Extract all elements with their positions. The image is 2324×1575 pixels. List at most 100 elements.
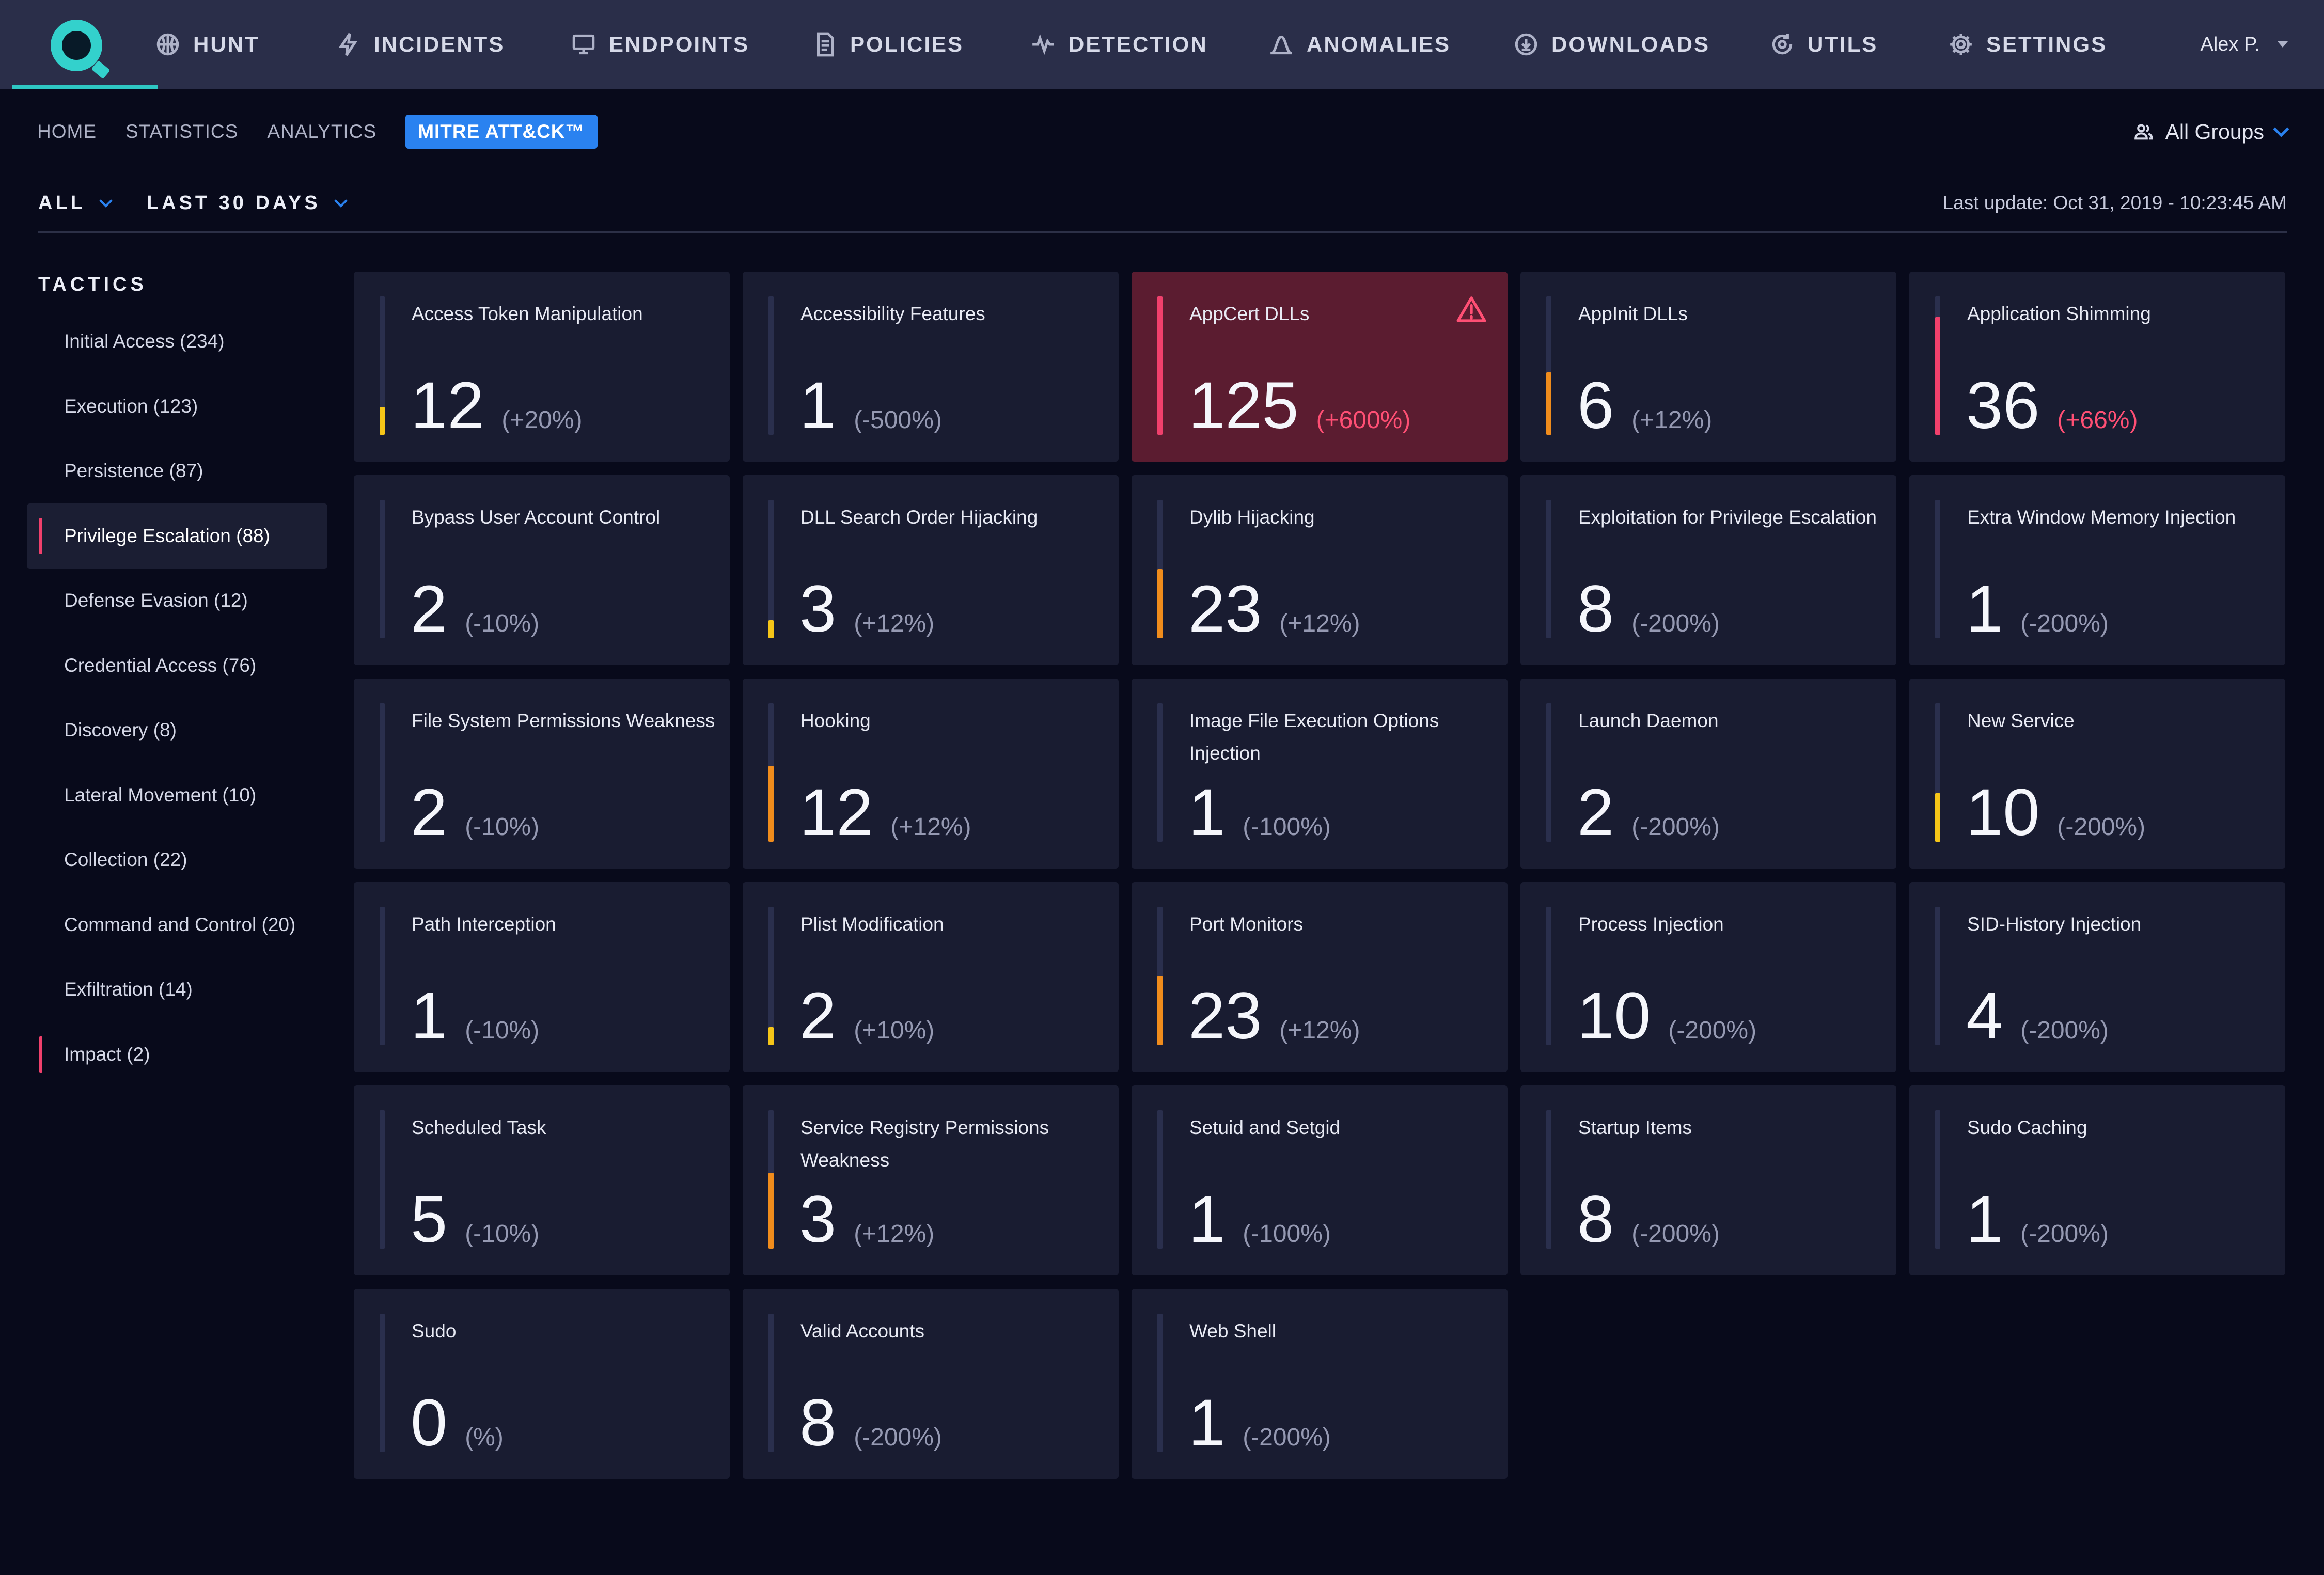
last-update: Last update: Oct 31, 2019 - 10:23:45 AM — [1942, 192, 2287, 213]
technique-card[interactable]: SID-History Injection 4 (-200%) — [1909, 882, 2285, 1072]
nav-endpoints[interactable]: ENDPOINTS — [571, 0, 749, 89]
technique-metric: 2 (-200%) — [1577, 780, 1720, 846]
technique-change: (%) — [465, 1424, 504, 1451]
nav-incidents[interactable]: INCIDENTS — [336, 0, 505, 89]
technique-card[interactable]: Extra Window Memory Injection 1 (-200%) — [1909, 475, 2285, 665]
technique-card[interactable]: Plist Modification 2 (+10%) — [743, 882, 1119, 1072]
technique-card[interactable]: Accessibility Features 1 (-500%) — [743, 272, 1119, 462]
sidebar-item-tactic[interactable]: Exfiltration (14) — [27, 957, 327, 1022]
severity-bar — [380, 500, 385, 638]
tactic-label: Collection (22) — [64, 849, 187, 870]
tactic-flag-marker — [39, 517, 42, 554]
tactic-label: Discovery (8) — [64, 719, 177, 741]
nav-policies[interactable]: POLICIES — [812, 0, 964, 89]
technique-metric: 1 (-100%) — [1188, 1187, 1331, 1253]
technique-card[interactable]: Startup Items 8 (-200%) — [1520, 1085, 1896, 1275]
scope-dropdown[interactable]: ALL — [38, 192, 113, 214]
technique-card[interactable]: Bypass User Account Control 2 (-10%) — [354, 475, 730, 665]
severity-bar — [1546, 907, 1551, 1045]
scope-label: ALL — [38, 192, 86, 214]
sidebar-item-tactic[interactable]: Persistence (87) — [27, 438, 327, 503]
app-logo[interactable] — [12, 0, 158, 89]
technique-change: (-10%) — [465, 1017, 540, 1044]
technique-title: Web Shell — [1189, 1320, 1276, 1342]
technique-card[interactable]: DLL Search Order Hijacking 3 (+12%) — [743, 475, 1119, 665]
tab-home[interactable]: HOME — [37, 121, 97, 142]
tab-mitre-attack[interactable]: MITRE ATT&CK™ — [405, 115, 598, 149]
technique-card[interactable]: Process Injection 10 (-200%) — [1520, 882, 1896, 1072]
groups-dropdown[interactable]: All Groups — [2133, 115, 2289, 149]
nav-utils[interactable]: UTILS — [1769, 0, 1878, 89]
nav-anomalies[interactable]: ANOMALIES — [1268, 0, 1451, 89]
technique-metric: 23 (+12%) — [1188, 576, 1360, 642]
nav-detection[interactable]: DETECTION — [1030, 0, 1208, 89]
severity-bar — [1935, 296, 1940, 435]
technique-count: 4 — [1966, 979, 2003, 1053]
technique-card[interactable]: Path Interception 1 (-10%) — [354, 882, 730, 1072]
nav-hunt[interactable]: HUNT — [155, 0, 260, 89]
technique-card[interactable]: Sudo Caching 1 (-200%) — [1909, 1085, 2285, 1275]
sidebar-item-tactic[interactable]: Collection (22) — [27, 827, 327, 892]
technique-card[interactable]: Valid Accounts 8 (-200%) — [743, 1289, 1119, 1479]
technique-card[interactable]: New Service 10 (-200%) — [1909, 679, 2285, 869]
user-menu[interactable]: Alex P. — [2201, 0, 2288, 89]
chevron-down-icon — [334, 194, 348, 208]
technique-metric: 10 (-200%) — [1966, 780, 2145, 846]
technique-card[interactable]: Port Monitors 23 (+12%) — [1132, 882, 1508, 1072]
technique-card[interactable]: Service Registry Permissions Weakness 3 (+… — [743, 1085, 1119, 1275]
technique-card[interactable]: Scheduled Task 5 (-10%) — [354, 1085, 730, 1275]
technique-title: Extra Window Memory Injection — [1967, 507, 2236, 528]
technique-change: (+12%) — [1279, 610, 1360, 637]
technique-card[interactable]: Setuid and Setgid 1 (-100%) — [1132, 1085, 1508, 1275]
tab-statistics[interactable]: STATISTICS — [125, 121, 239, 142]
severity-bar — [1157, 907, 1163, 1045]
severity-bar — [380, 296, 385, 435]
technique-change: (-200%) — [2020, 610, 2109, 637]
sidebar-item-tactic[interactable]: Command and Control (20) — [27, 892, 327, 957]
technique-metric: 4 (-200%) — [1966, 983, 2109, 1049]
technique-card[interactable]: Dylib Hijacking 23 (+12%) — [1132, 475, 1508, 665]
technique-card[interactable]: AppInit DLLs 6 (+12%) — [1520, 272, 1896, 462]
technique-card[interactable]: Exploitation for Privilege Escalation 8 (-… — [1520, 475, 1896, 665]
technique-card[interactable]: Hooking 12 (+12%) — [743, 679, 1119, 869]
technique-card[interactable]: Image File Execution Options Injection 1(… — [1132, 679, 1508, 869]
date-range-dropdown[interactable]: LAST 30 DAYS — [146, 192, 348, 214]
technique-metric: 12 (+20%) — [411, 373, 582, 439]
technique-card[interactable]: AppCert DLLs 125 (+600%) — [1132, 272, 1508, 462]
technique-card[interactable]: Application Shimming 36 (+66%) — [1909, 272, 2285, 462]
severity-bar — [768, 1314, 774, 1452]
technique-card[interactable]: Access Token Manipulation 12 (+20%) — [354, 272, 730, 462]
tactic-label: Credential Access (76) — [64, 654, 257, 676]
technique-change: (+12%) — [854, 1220, 935, 1248]
user-name: Alex P. — [2200, 33, 2260, 55]
sidebar-item-tactic[interactable]: Credential Access (76) — [27, 633, 327, 698]
severity-bar — [1157, 703, 1163, 842]
nav-downloads[interactable]: DOWNLOADS — [1513, 0, 1710, 89]
technique-count: 8 — [799, 1386, 837, 1460]
technique-title: File System Permissions Weakness — [412, 710, 715, 731]
technique-title: New Service — [1967, 710, 2075, 731]
sidebar-item-tactic[interactable]: Defense Evasion (12) — [27, 568, 327, 633]
technique-count: 2 — [1577, 776, 1614, 849]
technique-change: (-200%) — [854, 1424, 942, 1451]
sidebar-item-tactic[interactable]: Privilege Escalation (88) — [27, 503, 327, 569]
sidebar-item-tactic[interactable]: Lateral Movement (10) — [27, 763, 327, 828]
sidebar-item-tactic[interactable]: Execution (123) — [27, 374, 327, 439]
sidebar-item-tactic[interactable]: Impact (2) — [27, 1022, 327, 1087]
sidebar-item-tactic[interactable]: Discovery (8) — [27, 698, 327, 763]
date-range-label: LAST 30 DAYS — [146, 192, 321, 214]
monitor-icon — [572, 34, 595, 55]
technique-card[interactable]: Launch Daemon 2 (-200%) — [1520, 679, 1896, 869]
technique-title: Scheduled Task — [412, 1117, 546, 1138]
tactic-label: Execution (123) — [64, 395, 198, 417]
warning-icon[interactable] — [1456, 295, 1487, 323]
technique-metric: 1 (-100%) — [1188, 780, 1331, 846]
tab-analytics[interactable]: ANALYTICS — [267, 121, 377, 142]
technique-title: SID-History Injection — [1967, 914, 2142, 935]
nav-settings[interactable]: SETTINGS — [1948, 0, 2107, 89]
sidebar-item-tactic[interactable]: Initial Access (234) — [27, 309, 327, 374]
technique-card[interactable]: Sudo 0 (%) — [354, 1289, 730, 1479]
severity-bar — [1935, 907, 1940, 1045]
technique-card[interactable]: File System Permissions Weakness 2 (-10%) — [354, 679, 730, 869]
technique-card[interactable]: Web Shell 1 (-200%) — [1132, 1289, 1508, 1479]
